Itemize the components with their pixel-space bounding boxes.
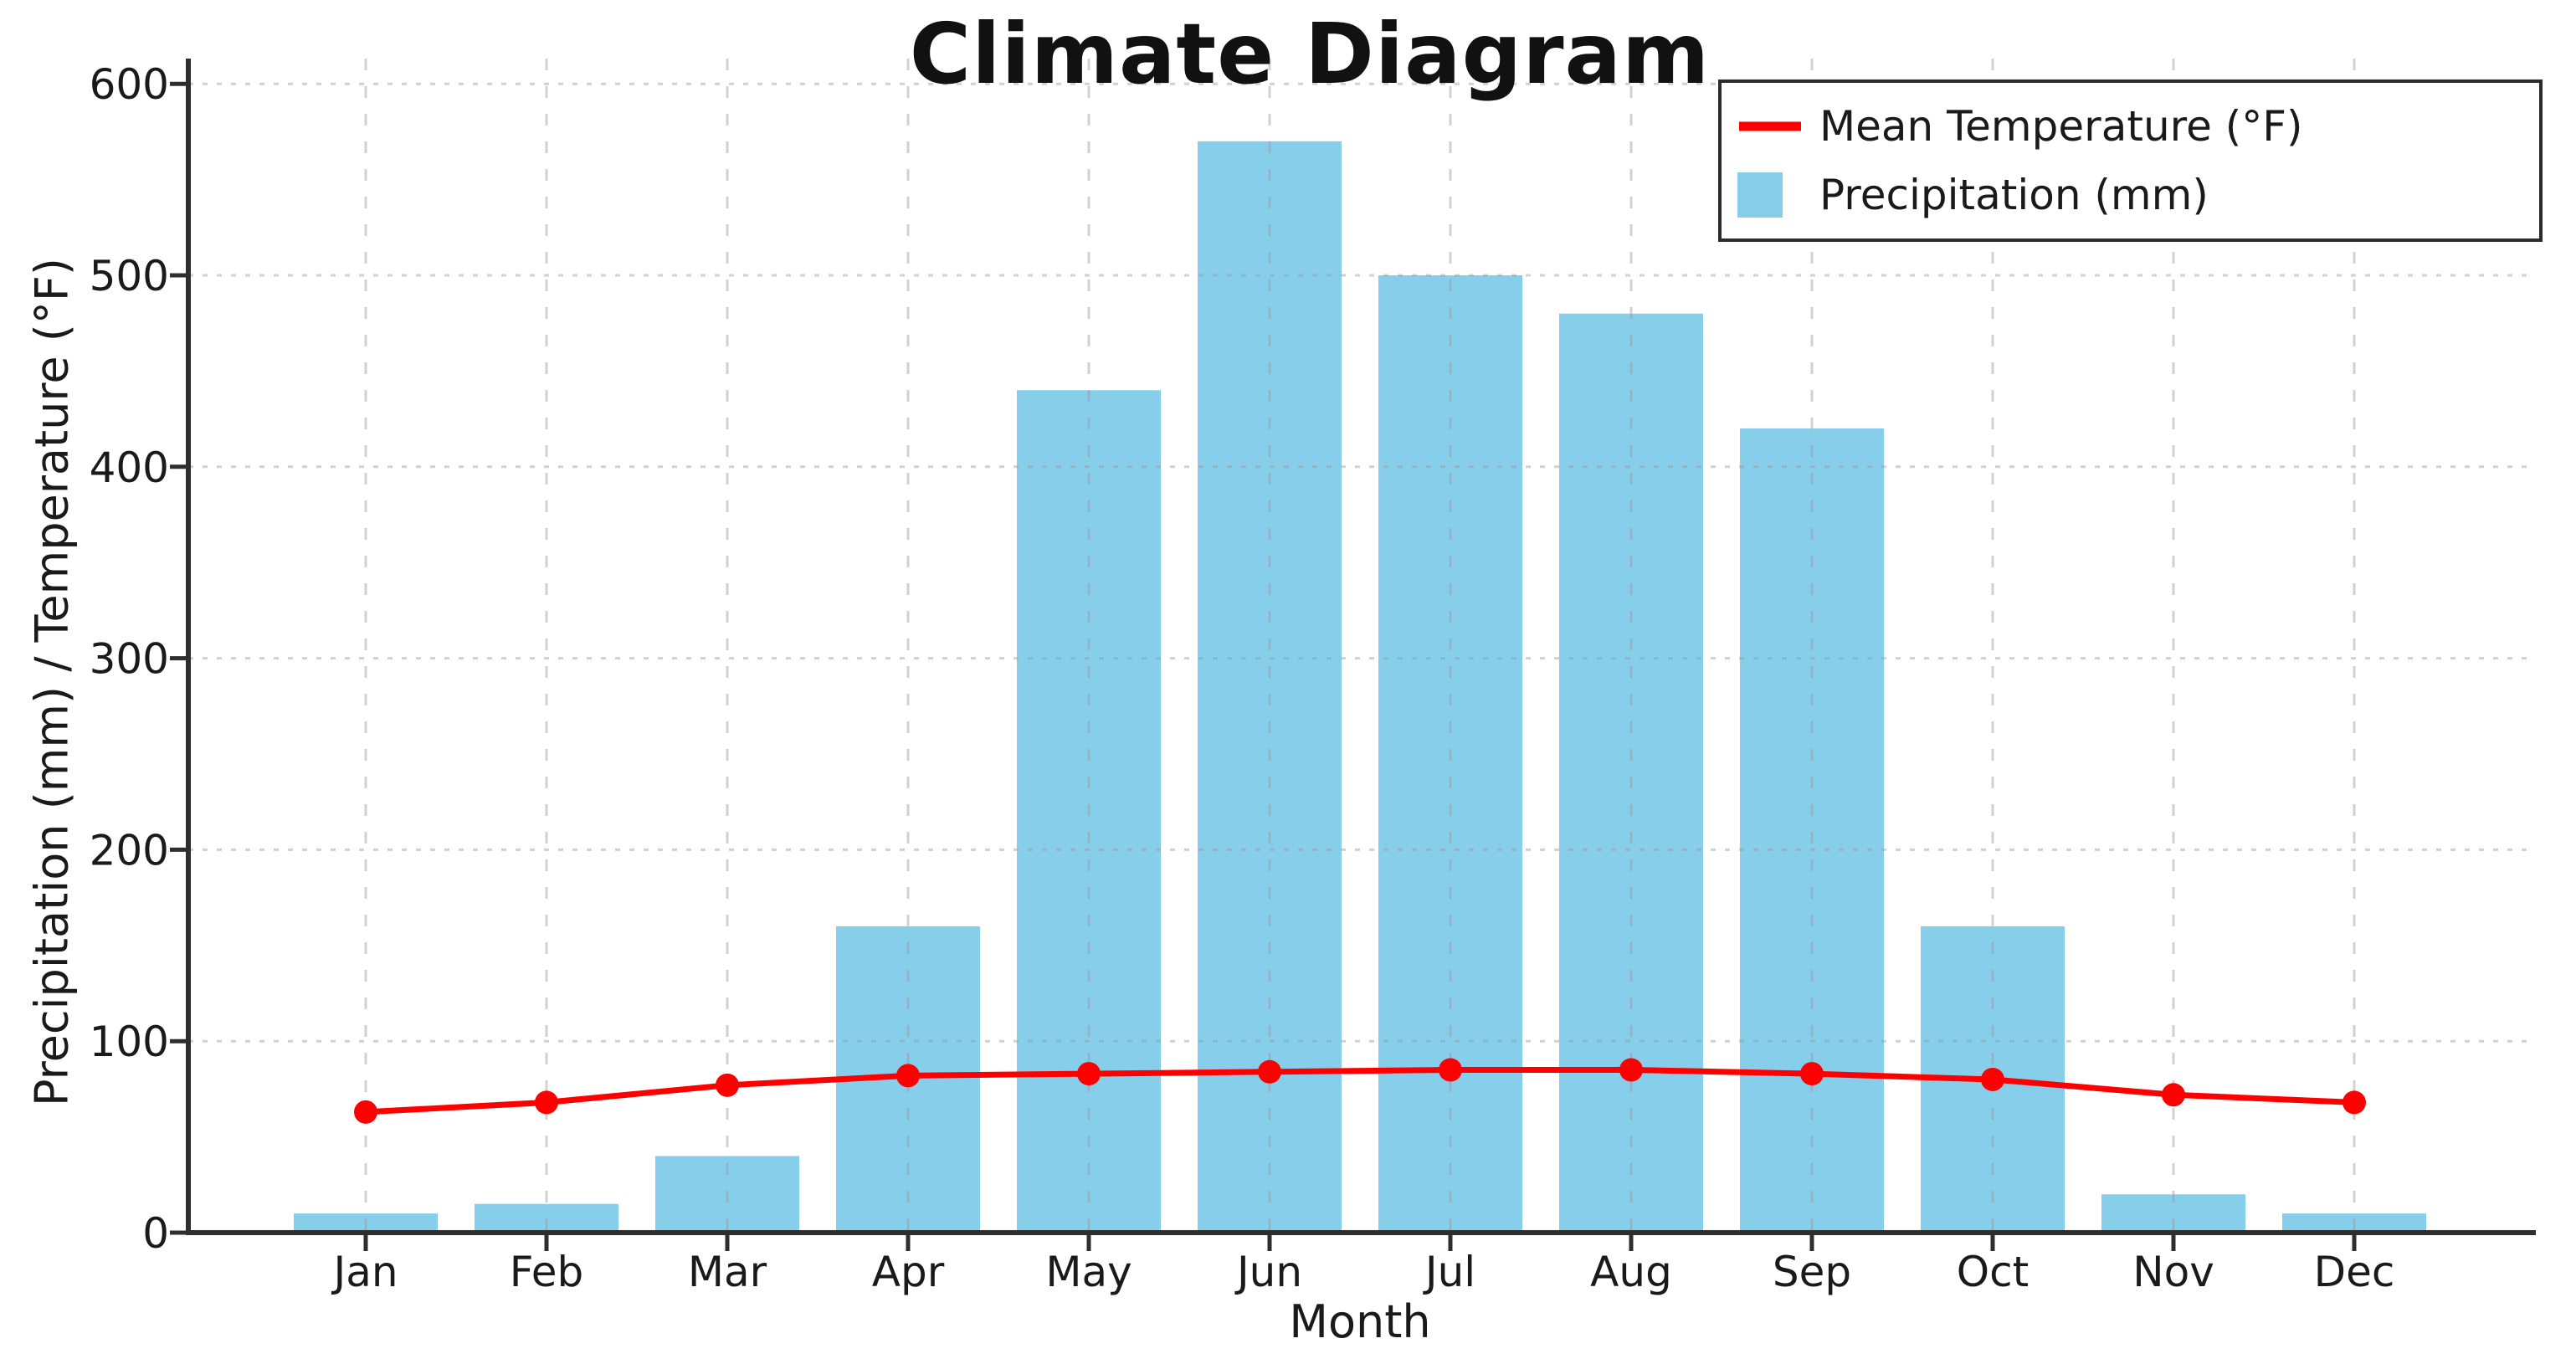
x-tick-label: Mar xyxy=(688,1248,767,1296)
x-tick-label: May xyxy=(1045,1248,1131,1296)
temperature-point xyxy=(1258,1059,1281,1084)
temperature-line xyxy=(365,1067,2355,1115)
y-tick-label: 500 xyxy=(90,252,169,300)
x-tick-label: Jul xyxy=(1423,1248,1475,1296)
temperature-point xyxy=(1981,1067,2004,1091)
chart-title: Climate Diagram xyxy=(909,5,1711,103)
x-tick-label: Jun xyxy=(1234,1248,1302,1296)
x-tick-label: Sep xyxy=(1773,1248,1851,1296)
temperature-point xyxy=(1077,1062,1101,1086)
temperature-point xyxy=(1439,1058,1462,1082)
y-tick-label: 0 xyxy=(142,1209,169,1258)
x-tick-label: Apr xyxy=(872,1248,945,1296)
temperature-point xyxy=(535,1090,558,1115)
precipitation-bar xyxy=(475,1203,618,1233)
x-axis-label: Month xyxy=(1289,1295,1431,1348)
blue-square-swatch xyxy=(1737,172,1783,218)
x-tick-label: Nov xyxy=(2132,1248,2214,1296)
y-axis-label: Precipitation (mm) / Temperature (°F) xyxy=(25,258,79,1106)
x-tick-label: Oct xyxy=(1957,1248,2029,1296)
precipitation-bar xyxy=(1198,141,1342,1233)
temperature-point xyxy=(2343,1090,2366,1115)
y-tick-label: 300 xyxy=(90,635,169,684)
y-tick-label: 100 xyxy=(90,1018,169,1066)
temperature-point xyxy=(896,1064,920,1088)
precipitation-bar xyxy=(1017,390,1161,1233)
temperature-point xyxy=(1619,1058,1643,1082)
legend-label-precipitation: Precipitation (mm) xyxy=(1819,171,2209,220)
y-tick-label: 200 xyxy=(90,826,169,874)
temperature-point xyxy=(354,1100,377,1124)
x-tick-label: Feb xyxy=(510,1248,584,1296)
legend-item-precipitation: Precipitation (mm) xyxy=(1737,169,2539,221)
legend-item-temperature: Mean Temperature (°F) xyxy=(1737,100,2539,152)
legend-label-temperature: Mean Temperature (°F) xyxy=(1819,101,2303,151)
precipitation-bar xyxy=(1740,428,1884,1233)
y-tick-label: 600 xyxy=(90,60,169,109)
precipitation-bar xyxy=(2101,1194,2245,1233)
temperature-point xyxy=(2162,1083,2185,1107)
temperature-point xyxy=(1800,1062,1824,1086)
y-tick-label: 400 xyxy=(90,444,169,492)
temperature-point xyxy=(716,1073,739,1097)
precipitation-bar xyxy=(2282,1213,2426,1233)
precipitation-bar xyxy=(294,1213,438,1233)
red-line-swatch xyxy=(1737,120,1803,133)
x-tick-label: Jan xyxy=(331,1248,398,1296)
x-tick-label: Dec xyxy=(2314,1248,2395,1296)
precipitation-bar xyxy=(655,1156,799,1233)
x-tick-label: Aug xyxy=(1590,1248,1672,1296)
legend: Mean Temperature (°F) Precipitation (mm) xyxy=(1718,79,2543,242)
